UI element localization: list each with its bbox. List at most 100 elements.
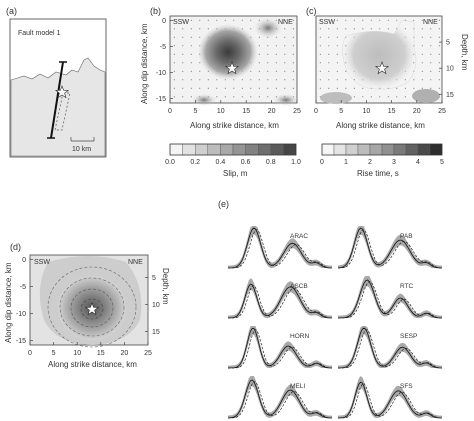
hypocenter-star-icon	[84, 302, 100, 316]
slip-colorbar-cell	[220, 143, 234, 156]
panel-b-ylabel: Along dip distance, km	[140, 23, 149, 104]
panel-d-x-tick: 20	[121, 350, 129, 357]
station-label: SFS	[400, 383, 413, 390]
panel-b-left-corner: SSW	[173, 19, 189, 26]
panel-b-x-tick: 20	[268, 108, 276, 115]
scale-bar-label: 10 km	[72, 146, 91, 153]
panel-c-letter: (c)	[306, 6, 317, 16]
waveform-observed	[228, 379, 332, 419]
waveform-band	[338, 326, 442, 368]
panel-d-right-y-tick: 5	[152, 275, 156, 282]
waveform-band	[228, 226, 332, 268]
panel-b-x-ticks: 0 5 10 15 20 25	[168, 100, 301, 115]
slip-colorbar-label: Slip, m	[223, 169, 248, 178]
slip-colorbar-cell	[182, 143, 196, 156]
waveform-band	[228, 376, 332, 418]
panel-d-x-tick: 25	[144, 350, 152, 357]
panel-c-y-ticks: 5 10 15	[439, 40, 454, 99]
slip-patch-lower-left	[192, 94, 216, 106]
panel-c-x-tick: 5	[339, 108, 343, 115]
waveform-synthetic	[338, 383, 443, 419]
slip-colorbar: 0.0 0.2 0.4 0.6 0.8 1.0 Slip, m	[165, 143, 301, 178]
panel-b-letter: (b)	[150, 6, 161, 16]
panel-e: (e) ARAC ASCB HORN MELI PAB RTC SESP SFS	[218, 199, 443, 419]
slip-colorbar-tick: 0.0	[165, 159, 175, 166]
rise-colorbar-tick: 3	[392, 159, 396, 166]
fault-trace	[50, 61, 64, 139]
panel-a: (a) Fault model 1 10 km	[6, 6, 107, 158]
panel-c-right-corner: NNE	[423, 19, 438, 26]
rise-patch-lower-right	[412, 89, 440, 103]
waveform-observed	[227, 283, 332, 319]
slip-colorbar-tick: 0.8	[266, 159, 276, 166]
panel-b-y-tick: -15	[156, 96, 166, 103]
panel-d-x-tick: 10	[73, 350, 81, 357]
slip-patch-upper	[254, 18, 282, 38]
epicenter-star-icon	[54, 85, 70, 99]
panel-b-x-tick: 5	[193, 108, 197, 115]
panel-d-left-corner: SSW	[34, 259, 50, 266]
rise-colorbar-cell	[429, 143, 443, 156]
waveform-synthetic	[338, 329, 443, 369]
slip-colorbar-cell	[207, 143, 221, 156]
panel-d-xlabel: Along strike distance, km	[48, 360, 137, 369]
panel-c-x-tick: 25	[438, 108, 446, 115]
rise-colorbar: 0 1 2 3 4 5 Rise time, s	[320, 143, 444, 178]
panel-d-right-ticks: 5 10 15	[145, 275, 160, 336]
contour-line	[47, 266, 137, 348]
panel-d-x-tick: 5	[52, 350, 56, 357]
panel-d-y-ticks: 0 -5 -10 -15	[16, 257, 33, 345]
contour-line	[59, 277, 125, 337]
rise-colorbar-tick: 2	[368, 159, 372, 166]
slip-colorbar-cell	[245, 143, 259, 156]
waveform-band	[338, 226, 442, 268]
station-label: HORN	[290, 333, 309, 340]
waveform-band	[228, 326, 332, 368]
panel-c-x-tick: 20	[413, 108, 421, 115]
station-label: MELI	[290, 383, 305, 390]
panel-c-y-tick: 15	[446, 92, 454, 99]
panel-c-x-tick: 15	[388, 108, 396, 115]
waveform-grid: ARAC ASCB HORN MELI PAB RTC SESP SFS	[227, 226, 443, 419]
panel-d-right-label: Depth, km	[161, 268, 170, 305]
waveform-synthetic	[228, 229, 333, 269]
rise-colorbar-tick: 4	[416, 159, 420, 166]
panel-c-ylabel: Depth, km	[460, 34, 469, 71]
panel-d-x-ticks: 0 5 10 15 20 25	[28, 342, 152, 357]
rise-colorbar-cell	[357, 143, 371, 156]
panel-c-left-corner: SSW	[319, 19, 335, 26]
slip-colorbar-cell	[194, 143, 208, 156]
fault-surface-projection	[54, 92, 71, 131]
panel-c-x-ticks: 0 5 10 15 20 25	[314, 100, 446, 115]
panel-c-y-tick: 10	[446, 66, 454, 73]
slip-colorbar-cell	[258, 143, 272, 156]
panel-b: (b) SSW NNE Along dip distance, km Along…	[140, 6, 301, 130]
panel-d-ylabel: Along dip distance, km	[4, 262, 13, 343]
waveform-band	[338, 276, 442, 318]
hypocenter-star-icon	[224, 61, 240, 75]
waveform-observed	[228, 327, 332, 369]
slip-colorbar-tick: 0.2	[190, 159, 200, 166]
panel-d-x-tick: 0	[28, 350, 32, 357]
rise-colorbar-tick: 5	[440, 159, 444, 166]
panel-b-right-corner: NNE	[278, 19, 293, 26]
panel-c: (c) SSW NNE Depth, km Along strike dista…	[306, 6, 469, 130]
panel-b-x-tick: 0	[168, 108, 172, 115]
waveform-synthetic	[338, 281, 443, 319]
panel-d: (d) SSW NNE Along dip distance, km Depth…	[4, 242, 170, 369]
waveform-observed	[228, 227, 332, 269]
slip-patch-main	[198, 24, 258, 80]
panel-b-y-tick: 0	[162, 18, 166, 25]
panel-b-xlabel: Along strike distance, km	[190, 121, 279, 130]
station-label: SESP	[400, 333, 417, 340]
panel-b-x-tick: 15	[242, 108, 250, 115]
panel-d-right-y-tick: 15	[152, 329, 160, 336]
station-label: PAB	[400, 233, 413, 240]
panel-b-y-tick: -10	[156, 70, 166, 77]
waveform-band	[338, 376, 442, 418]
waveform-synthetic	[228, 381, 333, 419]
contour-line	[70, 288, 114, 328]
slip-colorbar-cell	[169, 143, 183, 156]
panel-c-y-tick: 5	[446, 40, 450, 47]
rise-colorbar-cell	[381, 143, 395, 156]
